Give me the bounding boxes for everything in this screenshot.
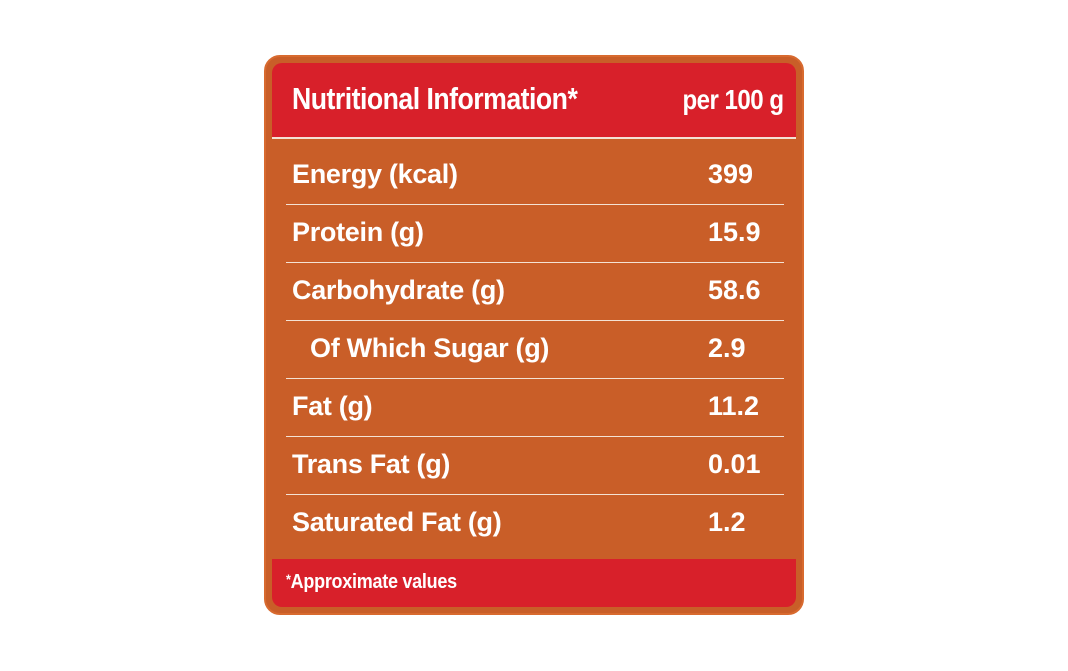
nutrient-value: 1.2 <box>708 507 746 537</box>
table-footer: *Approximate values <box>272 559 796 607</box>
nutrition-label-panel: Nutritional Information* per 100 g Energ… <box>264 55 804 615</box>
header-title: Nutritional Information* <box>292 81 578 116</box>
table-row: Energy (kcal) 399 <box>286 147 784 205</box>
nutrient-label: Fat (g) <box>292 391 373 421</box>
nutrient-label: Saturated Fat (g) <box>292 507 502 537</box>
table-row: Carbohydrate (g) 58.6 <box>286 263 784 321</box>
nutrient-value: 399 <box>708 159 754 189</box>
nutrient-label: Of Which Sugar (g) <box>310 333 550 363</box>
table-row: Protein (g) 15.9 <box>286 205 784 263</box>
table-header: Nutritional Information* per 100 g <box>272 63 796 139</box>
nutrient-label: Trans Fat (g) <box>292 449 451 479</box>
nutrient-value: 2.9 <box>708 333 746 363</box>
footnote-asterisk: * <box>286 571 291 587</box>
header-unit: per 100 g <box>682 84 785 115</box>
nutrient-value: 11.2 <box>708 391 760 421</box>
nutrient-value: 58.6 <box>708 275 761 305</box>
footnote-text: Approximate values <box>290 571 457 593</box>
nutrient-value: 15.9 <box>708 217 761 247</box>
nutrient-value: 0.01 <box>708 449 761 479</box>
table-row: Fat (g) 11.2 <box>286 379 784 437</box>
nutrient-rows: Energy (kcal) 399 Protein (g) 15.9 Carbo… <box>272 147 796 553</box>
table-row: Of Which Sugar (g) 2.9 <box>286 321 784 379</box>
table-row: Trans Fat (g) 0.01 <box>286 437 784 495</box>
table-row: Saturated Fat (g) 1.2 <box>286 495 784 553</box>
nutrient-label: Energy (kcal) <box>292 159 458 189</box>
footnote: *Approximate values <box>286 571 457 594</box>
nutrient-label: Carbohydrate (g) <box>292 275 505 305</box>
nutrition-table: Nutritional Information* per 100 g Energ… <box>272 63 796 607</box>
nutrient-label: Protein (g) <box>292 217 424 247</box>
